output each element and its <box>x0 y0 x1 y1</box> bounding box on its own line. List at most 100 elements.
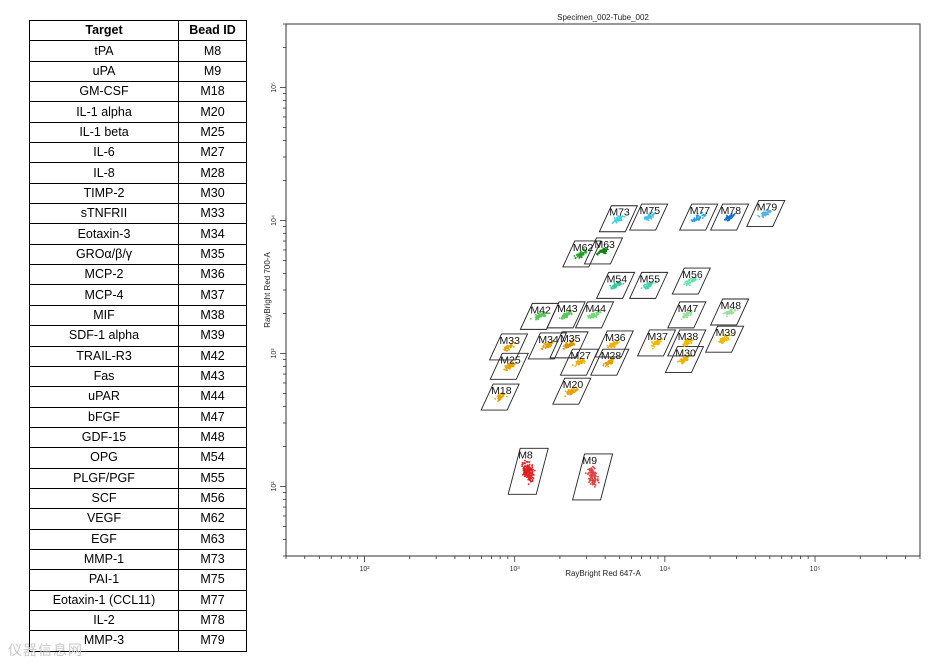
event-dot <box>604 365 607 367</box>
gate-polygon <box>590 348 630 376</box>
event-dot <box>613 217 616 220</box>
target-cell: MCP-4 <box>29 284 179 306</box>
event-dot <box>619 281 622 284</box>
event-dot <box>596 313 599 316</box>
event-dot <box>652 213 655 216</box>
event-dot <box>532 477 535 480</box>
event-dot <box>592 313 595 315</box>
event-dot <box>614 283 617 286</box>
event-dot <box>609 284 611 287</box>
event-dot <box>570 343 572 345</box>
event-dot <box>602 251 604 254</box>
event-dot <box>612 286 615 289</box>
event-dot <box>757 214 759 217</box>
gate-polygon <box>709 203 750 231</box>
table-row: PAI-1 M75 <box>29 569 247 591</box>
gate-label: M63 <box>594 239 615 251</box>
event-dot <box>507 363 509 365</box>
event-dot <box>528 463 531 466</box>
gate-polygon <box>636 329 677 357</box>
table-row: MIF M38 <box>29 304 247 327</box>
event-dot <box>580 359 582 362</box>
bead-id-cell: M37 <box>178 284 247 306</box>
gate-M9: M9 <box>571 453 614 501</box>
event-dot <box>544 343 547 346</box>
table-row: Eotaxin-1 (CCL11) M77 <box>29 589 247 611</box>
target-cell: IL-1 alpha <box>29 101 179 123</box>
event-dot <box>727 216 730 219</box>
event-dot <box>521 461 524 464</box>
event-dot <box>589 471 592 474</box>
event-dot <box>685 280 688 282</box>
gate-polygon <box>488 333 529 361</box>
gate-polygon <box>628 203 669 231</box>
event-dot <box>524 474 526 477</box>
gate-label: M28 <box>601 350 622 362</box>
event-dot <box>643 286 646 288</box>
event-dot <box>535 317 538 320</box>
header-bead-id: Bead ID <box>178 19 247 42</box>
event-dot <box>588 469 591 472</box>
event-dot <box>597 476 599 478</box>
gate-label: M37 <box>648 331 669 343</box>
gate-M33: M33 <box>488 333 529 361</box>
event-dot <box>564 343 567 346</box>
event-dot <box>576 387 578 390</box>
event-dot <box>691 219 694 222</box>
event-dot <box>689 284 691 287</box>
event-dot <box>499 393 502 395</box>
event-dot <box>724 311 726 314</box>
gate-polygon <box>552 377 592 405</box>
event-dot <box>647 285 650 288</box>
bead-id-cell: M30 <box>178 182 247 205</box>
event-dot <box>526 464 529 466</box>
event-dot <box>566 390 569 393</box>
event-dot <box>543 342 546 345</box>
event-dot <box>606 344 609 347</box>
event-dot <box>603 249 606 252</box>
event-dot <box>650 344 653 347</box>
gate-M37: M37 <box>636 329 677 357</box>
table-row: PLGF/PGF M55 <box>29 467 247 489</box>
gate-polygon <box>671 267 712 295</box>
gate-label: M20 <box>563 379 584 391</box>
gate-M34: M34 <box>527 332 568 360</box>
event-dot <box>550 342 552 345</box>
event-dot <box>612 358 614 361</box>
event-dot <box>612 340 615 343</box>
event-dot <box>605 249 607 252</box>
event-dot <box>705 212 707 215</box>
gate-M30: M30 <box>664 346 705 373</box>
target-cell: MMP-1 <box>29 548 179 571</box>
event-dot <box>566 344 569 347</box>
event-dot <box>591 470 594 473</box>
table-row: SDF-1 alpha M39 <box>29 325 247 347</box>
table-row: OPG M54 <box>29 447 247 469</box>
event-dot <box>724 219 726 221</box>
gate-label: M48 <box>721 300 742 312</box>
event-dot <box>558 317 561 320</box>
event-dot <box>653 342 656 345</box>
target-cell: IL-2 <box>29 609 179 632</box>
event-dot <box>583 362 586 364</box>
bead-id-cell: M62 <box>178 508 247 530</box>
event-dot <box>623 215 626 218</box>
event-dot <box>695 276 697 279</box>
gate-M8: M8 <box>507 447 549 495</box>
event-dot <box>510 362 512 365</box>
event-dot <box>615 220 618 223</box>
gate-M25: M25 <box>489 352 529 380</box>
event-dot <box>531 464 534 466</box>
event-dot <box>552 339 555 342</box>
bead-id-cell: M42 <box>178 345 247 367</box>
event-dot <box>613 345 615 348</box>
event-dot <box>730 217 733 219</box>
event-dot <box>507 347 510 350</box>
event-dot <box>598 308 601 311</box>
gate-label: M75 <box>640 205 661 217</box>
y-tick-label: 10³ <box>271 348 278 359</box>
gate-M56: M56 <box>671 267 712 295</box>
event-dot <box>645 216 647 219</box>
event-dot <box>722 312 725 315</box>
event-dot <box>566 316 568 319</box>
